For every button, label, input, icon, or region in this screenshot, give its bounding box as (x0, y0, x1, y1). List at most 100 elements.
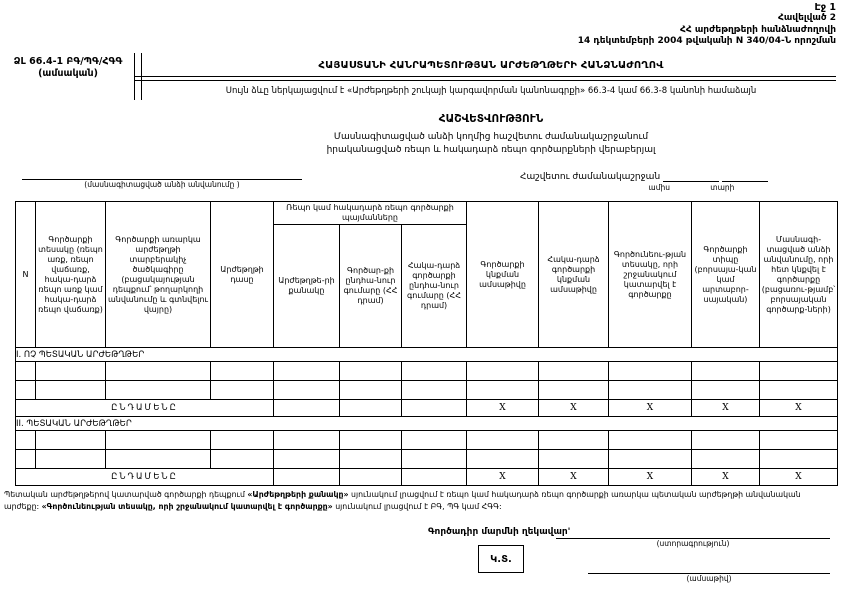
signature-caption: (ստորագրություն) (656, 539, 730, 548)
cell-reverse-total[interactable] (401, 430, 467, 450)
total-label: ԸՆԴԱՄԵՆԸ (15, 399, 274, 417)
table-row[interactable] (15, 361, 838, 381)
cell-n[interactable] (15, 430, 36, 450)
table-row[interactable] (15, 430, 838, 450)
entity-name-field[interactable] (22, 178, 302, 180)
cell-reverse-total[interactable] (401, 380, 467, 400)
organization-title: ՀԱՅԱՍՏԱՆԻ ՀԱՆՐԱՊԵՏՈՒԹՅԱՆ ԱՐԺԵԹՂԹԵՐԻ ՀԱՆՁ… (318, 60, 664, 71)
cell-deal-total[interactable] (339, 430, 402, 450)
col-header-security-code: Գործարքի առարկա արժեթղթի տարբերակիչ ծածկ… (105, 201, 211, 348)
table-header-group-row: N Գործարքի տեսակը (ռեպո առք, ռեպո վաճառք… (15, 201, 838, 348)
signature-field[interactable] (556, 537, 830, 539)
col-header-deal-kind: Գործարքի տիպը (բորսայա-կան կամ արտաբոր-ս… (691, 201, 760, 348)
cell-deal-total[interactable] (339, 361, 402, 381)
repo-transactions-table: N Գործարքի տեսակը (ռեպո առք, ռեպո վաճառք… (15, 201, 838, 486)
cell-market-type[interactable] (608, 361, 692, 381)
form-code: ՁԼ 66.4-1 ԲԳ/ՊԳ/ՀԳԳ (13, 56, 123, 67)
total-mark-counterparty: X (759, 468, 838, 486)
cell-security-class[interactable] (210, 380, 274, 400)
cell-counterparty[interactable] (759, 380, 838, 400)
total-mark-counterparty: X (759, 399, 838, 417)
report-heading: ՀԱՇՎԵՏՎՈՒԹՅՈՒՆ (438, 113, 544, 125)
cell-security-code[interactable] (105, 361, 211, 381)
cell-n[interactable] (15, 380, 36, 400)
footnote-bold-2: «Գործունեության տեսակը, որի շրջանակում կ… (41, 501, 333, 511)
total-label: ԸՆԴԱՄԵՆԸ (15, 468, 274, 486)
cell-security-code[interactable] (105, 380, 211, 400)
form-periodicity: (ամսական) (38, 68, 98, 79)
cell-qty[interactable] (273, 380, 340, 400)
approval-line-3: 14 դեկտեմբերի 2004 թվականի N 340/04-Ն որ… (577, 36, 836, 46)
cell-reverse-date[interactable] (538, 361, 609, 381)
cell-market-type[interactable] (608, 430, 692, 450)
total-qty[interactable] (273, 399, 340, 417)
cell-security-class[interactable] (210, 361, 274, 381)
title-divider (134, 76, 836, 81)
cell-deal-type[interactable] (35, 430, 106, 450)
section-header-row: I. ՈՉ ՊԵՏԱԿԱՆ ԱՐԺԵԹՂԹԵՐ (15, 347, 838, 362)
section-label-state: II. ՊԵՏԱԿԱՆ ԱՐԺԵԹՂԹԵՐ (15, 416, 838, 431)
cell-deal-date[interactable] (466, 361, 539, 381)
cell-security-class[interactable] (210, 430, 274, 450)
total-deal-total[interactable] (339, 468, 402, 486)
footnote-bold-1: «Արժեթղթերի քանակը» (247, 490, 349, 499)
cell-reverse-total[interactable] (401, 449, 467, 469)
table-row[interactable] (15, 380, 838, 400)
cell-n[interactable] (15, 361, 36, 381)
col-header-deal-total: Գործար-քի ընդհա-նուր գումարը (ՀՀ դրամ) (339, 224, 402, 348)
cell-deal-kind[interactable] (691, 449, 760, 469)
col-header-n: N (15, 201, 36, 348)
col-header-security-class: Արժեթղթի դասը (210, 201, 274, 348)
table-row[interactable] (15, 449, 838, 469)
cell-deal-kind[interactable] (691, 430, 760, 450)
form-code-block: ՁԼ 66.4-1 ԲԳ/ՊԳ/ՀԳԳ (ամսական) (4, 56, 132, 80)
footnote-part-3: սյունակում լրացվում է ԲԳ, ՊԳ կամ ՀԳԳ: (332, 501, 502, 511)
cell-deal-kind[interactable] (691, 361, 760, 381)
cell-deal-total[interactable] (339, 380, 402, 400)
cell-security-code[interactable] (105, 430, 211, 450)
page-number: Էջ 1 (814, 2, 836, 13)
cell-qty[interactable] (273, 361, 340, 381)
total-qty[interactable] (273, 468, 340, 486)
col-group-header-repo-terms: Ռեպո կամ հակադարձ ռեպո գործարքի պայմաննե… (273, 201, 467, 225)
footnote-part-2: սյունակում լրացվում է ռեպո կամ հակադարձ … (4, 490, 801, 511)
cell-deal-date[interactable] (466, 380, 539, 400)
cell-n[interactable] (15, 449, 36, 469)
cell-reverse-date[interactable] (538, 380, 609, 400)
cell-deal-type[interactable] (35, 361, 106, 381)
period-month-input[interactable] (663, 181, 720, 182)
date-field[interactable] (588, 572, 830, 574)
cell-reverse-date[interactable] (538, 430, 609, 450)
cell-counterparty[interactable] (759, 430, 838, 450)
cell-security-class[interactable] (210, 449, 274, 469)
cell-security-code[interactable] (105, 449, 211, 469)
reporting-period: Հաշվետու ժամանակաշրջան (520, 172, 768, 182)
reporting-period-captions: ամիս տարի (520, 183, 734, 192)
cell-market-type[interactable] (608, 449, 692, 469)
col-header-deal-date: Գործարքի կնքման ամսաթիվը (466, 201, 539, 348)
cell-reverse-date[interactable] (538, 449, 609, 469)
cell-deal-total[interactable] (339, 449, 402, 469)
cell-deal-date[interactable] (466, 449, 539, 469)
cell-qty[interactable] (273, 449, 340, 469)
cell-counterparty[interactable] (759, 449, 838, 469)
period-year-input[interactable] (721, 181, 768, 182)
cell-market-type[interactable] (608, 380, 692, 400)
total-mark-deal-kind: X (691, 399, 760, 417)
cell-deal-kind[interactable] (691, 380, 760, 400)
total-mark-market-type: X (608, 468, 692, 486)
col-header-counterparty: Մասնագի-տացված անձի անվանումը, որի հետ կ… (759, 201, 838, 348)
cell-deal-type[interactable] (35, 380, 106, 400)
cell-deal-type[interactable] (35, 449, 106, 469)
cell-reverse-total[interactable] (401, 361, 467, 381)
total-reverse-total[interactable] (401, 399, 467, 417)
total-reverse-total[interactable] (401, 468, 467, 486)
cell-counterparty[interactable] (759, 361, 838, 381)
cell-qty[interactable] (273, 430, 340, 450)
cell-deal-date[interactable] (466, 430, 539, 450)
total-row: ԸՆԴԱՄԵՆԸ X X X X X (15, 468, 838, 486)
total-deal-total[interactable] (339, 399, 402, 417)
footnote: Պետական արժեթղթերով կատարված գործարքի դե… (4, 489, 838, 512)
col-header-reverse-date: Հակա-դարձ գործարքի կնքման ամսաթիվը (538, 201, 609, 348)
total-mark-deal-date: X (466, 399, 539, 417)
